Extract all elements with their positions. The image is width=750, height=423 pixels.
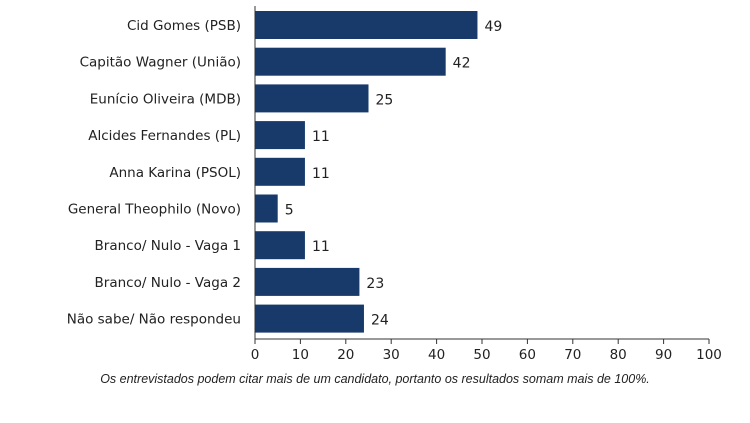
data-label: 23: [366, 276, 384, 292]
bar: [255, 11, 478, 39]
data-label: 11: [312, 129, 330, 145]
category-label: Anna Karina (PSOL): [109, 165, 241, 181]
category-label: Branco/ Nulo - Vaga 2: [95, 275, 241, 291]
x-tick-label: 30: [383, 347, 400, 363]
x-tick-label: 100: [696, 347, 722, 363]
data-label: 24: [371, 313, 389, 329]
bar: [255, 121, 305, 150]
x-tick-label: 80: [610, 347, 627, 363]
bar: [255, 157, 305, 186]
x-tick-label: 50: [473, 347, 490, 363]
data-label: 11: [312, 166, 330, 182]
category-label: Não sabe/ Não respondeu: [67, 312, 241, 328]
bar: [255, 84, 369, 113]
footnote: Os entrevistados podem citar mais de um …: [100, 372, 650, 386]
x-tick-label: 70: [564, 347, 581, 363]
bar: [255, 47, 446, 76]
bar: [255, 304, 364, 333]
x-tick-label: 0: [251, 347, 260, 363]
x-tick-label: 90: [655, 347, 672, 363]
category-label: Alcides Fernandes (PL): [88, 128, 241, 144]
data-label: 25: [376, 92, 394, 108]
bar: [255, 267, 360, 296]
data-label: 5: [285, 203, 294, 219]
bar-chart: Cid Gomes (PSB) 49 Capitão Wagner (União) 4…: [67, 6, 722, 363]
x-tick-label: 20: [337, 347, 354, 363]
bar: [255, 231, 305, 260]
category-label: General Theophilo (Novo): [68, 202, 241, 218]
data-label: 49: [484, 19, 502, 35]
category-label: Capitão Wagner (União): [80, 55, 241, 71]
x-tick-label: 60: [519, 347, 536, 363]
x-tick-label: 40: [428, 347, 445, 363]
category-label: Cid Gomes (PSB): [127, 18, 241, 34]
bar: [255, 194, 278, 223]
category-label: Branco/ Nulo - Vaga 1: [95, 238, 241, 254]
data-label: 42: [453, 56, 471, 72]
data-label: 11: [312, 239, 330, 255]
category-label: Eunício Oliveira (MDB): [90, 91, 241, 107]
x-tick-label: 10: [292, 347, 309, 363]
